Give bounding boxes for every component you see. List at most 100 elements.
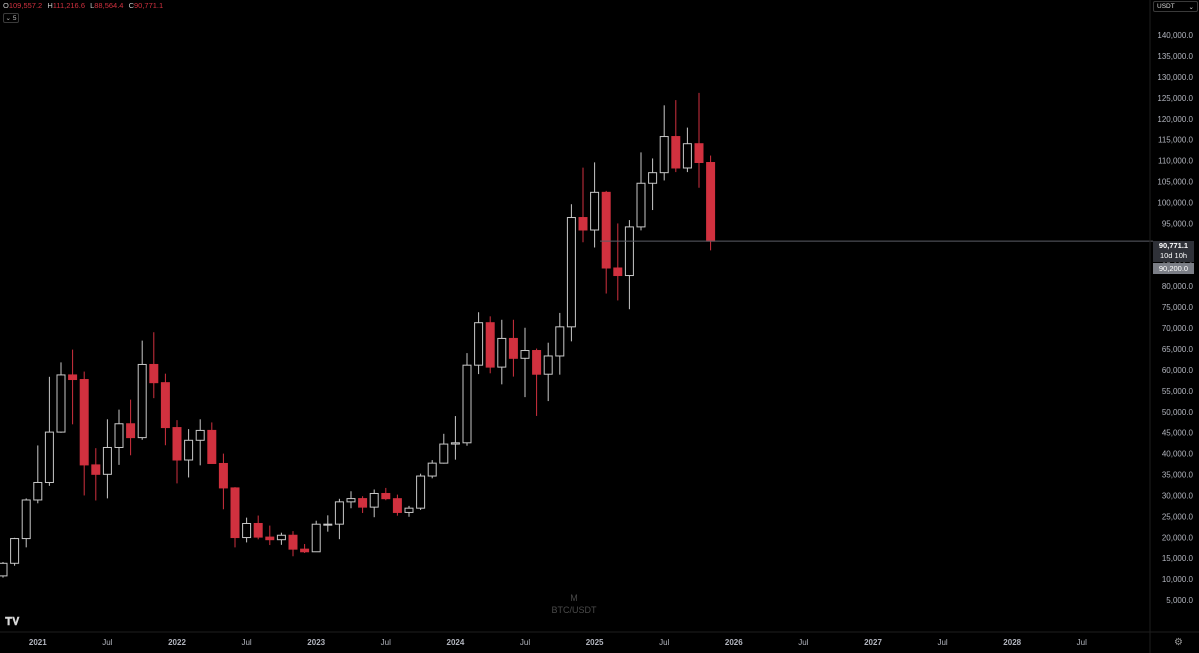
marker-price-tag: 90,200.0 <box>1153 263 1194 274</box>
close-value: 90,771.1 <box>133 1 164 10</box>
price-axis-label: 125,000.0 <box>1157 94 1193 103</box>
candle-body <box>520 350 530 359</box>
candle-body <box>56 374 66 433</box>
time-axis-label: 2021 <box>29 638 47 647</box>
candle <box>485 316 495 374</box>
price-axis-label: 100,000.0 <box>1157 199 1193 208</box>
candles-layer <box>0 92 716 578</box>
tradingview-logo-icon[interactable]: 𝐓𝐕 <box>5 616 20 628</box>
price-axis-label: 135,000.0 <box>1157 52 1193 61</box>
watermark-interval: M <box>570 593 578 603</box>
candle-body <box>439 443 449 464</box>
candle-body <box>21 499 31 540</box>
candle <box>462 353 472 446</box>
candle <box>184 429 194 478</box>
candle <box>334 498 344 540</box>
price-axis-label: 70,000.0 <box>1162 324 1194 333</box>
watermark-symbol: BTC/USDT <box>551 605 597 615</box>
candle <box>160 373 170 446</box>
candle <box>369 489 379 518</box>
price-axis-label: 20,000.0 <box>1162 533 1194 542</box>
candle-body <box>137 363 147 439</box>
candle-body <box>694 143 704 163</box>
candle <box>659 105 669 181</box>
gear-icon[interactable]: ⚙ <box>1174 637 1183 648</box>
price-axis-label: 25,000.0 <box>1162 512 1194 521</box>
candle <box>21 498 31 548</box>
time-axis-label: Jul <box>798 638 808 647</box>
time-axis-label: Jul <box>1077 638 1087 647</box>
candle <box>265 525 275 546</box>
candle <box>149 332 159 399</box>
candle <box>172 420 182 484</box>
candle-body <box>149 363 159 384</box>
candle <box>613 223 623 301</box>
price-axis-label: 35,000.0 <box>1162 471 1194 480</box>
time-axis-label: 2023 <box>307 638 325 647</box>
price-axis-label: 130,000.0 <box>1157 73 1193 82</box>
price-axis-label: 65,000.0 <box>1162 345 1194 354</box>
candle-body <box>102 446 112 475</box>
candle-body <box>265 536 275 541</box>
candle <box>427 460 437 479</box>
candle-body <box>172 427 182 461</box>
price-axis-label: 5,000.0 <box>1166 596 1193 605</box>
candle <box>706 155 716 251</box>
candle-body <box>184 439 194 461</box>
candle-body <box>624 226 634 277</box>
candle <box>566 204 576 342</box>
candle <box>276 532 286 545</box>
candle <box>114 409 124 465</box>
time-axis-label: 2025 <box>586 638 604 647</box>
candle-body <box>474 322 484 366</box>
candle <box>10 537 20 566</box>
candle <box>508 319 518 377</box>
candle-body <box>532 350 542 375</box>
candle <box>497 319 507 385</box>
low-value: 88,564.4 <box>94 1 124 10</box>
open-key: O <box>3 1 9 10</box>
candle-body <box>300 548 310 553</box>
candle <box>91 448 101 501</box>
candle-body <box>288 534 298 550</box>
candle <box>300 544 310 553</box>
candle-body <box>218 462 228 489</box>
candle-body <box>91 464 101 475</box>
candle-body <box>114 423 124 448</box>
candle <box>404 505 414 517</box>
price-axis-label: 105,000.0 <box>1157 178 1193 187</box>
chevron-down-icon: ⌄ <box>5 15 11 22</box>
candle-body <box>543 355 553 375</box>
candle <box>636 152 646 231</box>
time-axis[interactable]: 2021 Jul 2022 Jul 2023 Jul 2024 Jul 2025 Jul 2026 J… <box>29 638 1087 647</box>
price-axis-label: 75,000.0 <box>1162 303 1194 312</box>
price-axis-label: 60,000.0 <box>1162 366 1194 375</box>
candle-body <box>566 217 576 328</box>
candle-body <box>0 562 8 577</box>
candle <box>694 92 704 188</box>
candle <box>601 190 611 294</box>
candle-body <box>555 326 565 357</box>
collapse-indicators-button[interactable]: ⌄ 5 <box>3 13 19 23</box>
price-axis-label: 45,000.0 <box>1162 429 1194 438</box>
candle-body <box>404 507 414 513</box>
candle <box>230 487 240 548</box>
candle <box>578 167 588 243</box>
time-axis-label: 2027 <box>864 638 882 647</box>
candle-body <box>497 337 507 368</box>
price-axis-label: 15,000.0 <box>1162 554 1194 563</box>
candle <box>102 419 112 499</box>
candle-body <box>10 538 20 564</box>
time-axis-label: 2022 <box>168 638 186 647</box>
candle <box>79 371 89 496</box>
candle-body <box>392 498 402 513</box>
candle-body <box>427 462 437 477</box>
price-axis-label: 95,000.0 <box>1162 219 1194 228</box>
open-value: 109,557.2 <box>8 1 43 10</box>
price-axis[interactable]: 5,000.0 10,000.0 15,000.0 20,000.0 25,000.0 3… <box>1157 31 1193 605</box>
currency-selector[interactable]: USDT ⌄ <box>1153 1 1198 12</box>
candle-body <box>230 487 240 539</box>
candle-body <box>416 475 426 509</box>
candle-body <box>590 191 600 231</box>
